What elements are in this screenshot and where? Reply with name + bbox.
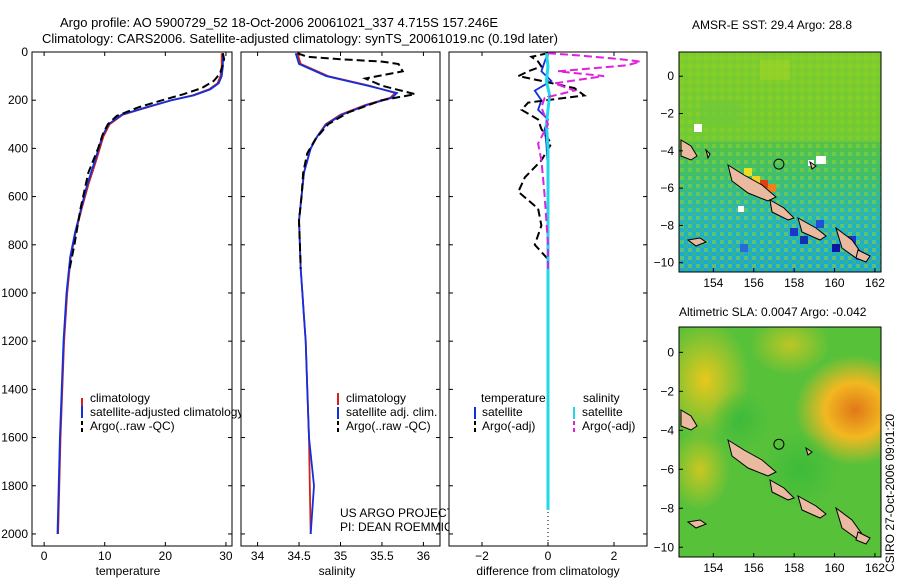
depth-tick-label: 600	[8, 190, 28, 204]
depth-tick-label: 200	[8, 93, 28, 107]
x-tick-label: 10	[98, 549, 112, 563]
depth-tick-label: 1800	[1, 479, 28, 493]
depth-tick-label: 1600	[1, 431, 28, 445]
x-tick-label: 34	[251, 549, 265, 563]
x-tick-label: 2	[611, 549, 618, 563]
lon-tick-label: 156	[744, 276, 764, 290]
lat-tick-label: −6	[660, 181, 674, 195]
lat-tick-label: −2	[660, 384, 674, 398]
lat-tick-label: −2	[660, 107, 674, 121]
lon-tick-label: 160	[825, 561, 845, 575]
sst-map: AMSR-E SST: 29.4 Argo: 28.8	[654, 18, 886, 290]
series-salinity-argo	[537, 52, 641, 269]
series-argo	[297, 52, 416, 269]
legend-climatology: climatology	[90, 391, 150, 405]
sst-profile-marker	[773, 158, 785, 170]
depth-tick-label: 2000	[1, 527, 28, 541]
legend-temp-argo: Argo(-adj)	[482, 419, 535, 433]
lon-tick-label: 156	[744, 561, 764, 575]
difference-panel: −2 0 2 difference from climatology tempera…	[448, 51, 648, 578]
lat-tick-label: −4	[660, 423, 674, 437]
series-temperature-argo	[515, 52, 587, 281]
lon-tick-label: 158	[784, 276, 804, 290]
legend-climatology: climatology	[346, 391, 406, 405]
sst-map-title: AMSR-E SST: 29.4 Argo: 28.8	[692, 18, 852, 32]
sla-map-title: Altimetric SLA: 0.0047 Argo: -0.042	[679, 305, 867, 319]
sla-profile-marker	[773, 438, 785, 450]
lon-tick-label: 162	[865, 276, 885, 290]
temperature-xlabel: temperature	[96, 564, 161, 578]
legend-satellite-adj: satellite adj. clim.	[346, 405, 437, 419]
depth-tick-label: 800	[8, 238, 28, 252]
lon-tick-label: 160	[825, 276, 845, 290]
lat-tick-label: 0	[667, 69, 674, 83]
figure-title-line1: Argo profile: AO 5900729_52 18-Oct-2006 …	[60, 15, 498, 30]
legend-sal-argo: Argo(-adj)	[582, 419, 635, 433]
temperature-panel: 0 10 20 30 temperature climatology satellit…	[31, 51, 243, 578]
depth-tick-label: 1000	[1, 286, 28, 300]
legend-argo: Argo(..raw -QC)	[346, 419, 431, 433]
depth-tick-label: 1400	[1, 382, 28, 396]
depth-tick-label: 400	[8, 141, 28, 155]
credit-project: US ARGO PROJECT	[340, 506, 455, 520]
lon-tick-label: 158	[784, 561, 804, 575]
difference-xlabel: difference from climatology	[476, 564, 619, 578]
csiro-timestamp: CSIRO 27-Oct-2006 09:01:20	[883, 414, 897, 572]
lat-tick-label: −6	[660, 462, 674, 476]
temperature-legend: climatology satellite-adjusted climatolo…	[81, 391, 243, 433]
x-tick-label: 35.5	[370, 549, 394, 563]
depth-axis: 0 200 400 600 800 1000 1200 1400 1600 1800 2000	[1, 45, 28, 541]
lat-tick-label: −8	[660, 501, 674, 515]
x-tick-label: 20	[159, 549, 173, 563]
salinity-panel: 34 34.5 35 35.5 36 salinity climatology sate…	[240, 51, 461, 578]
legend-argo: Argo(..raw -QC)	[90, 419, 175, 433]
depth-tick-label: 0	[21, 45, 28, 59]
legend-temp-satellite: satellite	[482, 405, 523, 419]
series-salinity-satellite	[544, 53, 552, 510]
legend-header-salinity: salinity	[583, 391, 620, 405]
lat-tick-label: −10	[654, 256, 675, 270]
lat-tick-label: −8	[660, 218, 674, 232]
x-tick-label: 0	[545, 549, 552, 563]
depth-tick-label: 1200	[1, 334, 28, 348]
legend-sal-satellite: satellite	[582, 405, 623, 419]
lat-tick-label: −4	[660, 144, 674, 158]
x-tick-label: −2	[475, 549, 489, 563]
x-tick-label: 35	[334, 549, 348, 563]
sla-map: Altimetric SLA: 0.0047 Argo: -0.042 154 1…	[654, 305, 886, 575]
lon-tick-label: 154	[703, 276, 723, 290]
salinity-xlabel: salinity	[319, 564, 356, 578]
lon-tick-label: 162	[865, 561, 885, 575]
legend-satellite-adjusted: satellite-adjusted climatology	[90, 405, 243, 419]
x-tick-label: 34.5	[287, 549, 311, 563]
credit-pi: PI: DEAN ROEMMICH	[340, 520, 461, 534]
lat-tick-label: −10	[654, 540, 675, 554]
legend-header-temperature: temperature	[481, 391, 546, 405]
x-tick-label: 36	[417, 549, 431, 563]
x-tick-label: 30	[219, 549, 233, 563]
difference-legend: temperature salinity satellite Argo(-adj…	[474, 391, 635, 433]
lat-tick-label: 0	[667, 345, 674, 359]
salinity-legend: climatology satellite adj. clim. Argo(..…	[337, 391, 437, 433]
series-argo	[68, 53, 226, 270]
x-tick-label: 0	[41, 549, 48, 563]
figure-title-line2: Climatology: CARS2006. Satellite-adjuste…	[42, 31, 558, 46]
lon-tick-label: 154	[703, 561, 723, 575]
